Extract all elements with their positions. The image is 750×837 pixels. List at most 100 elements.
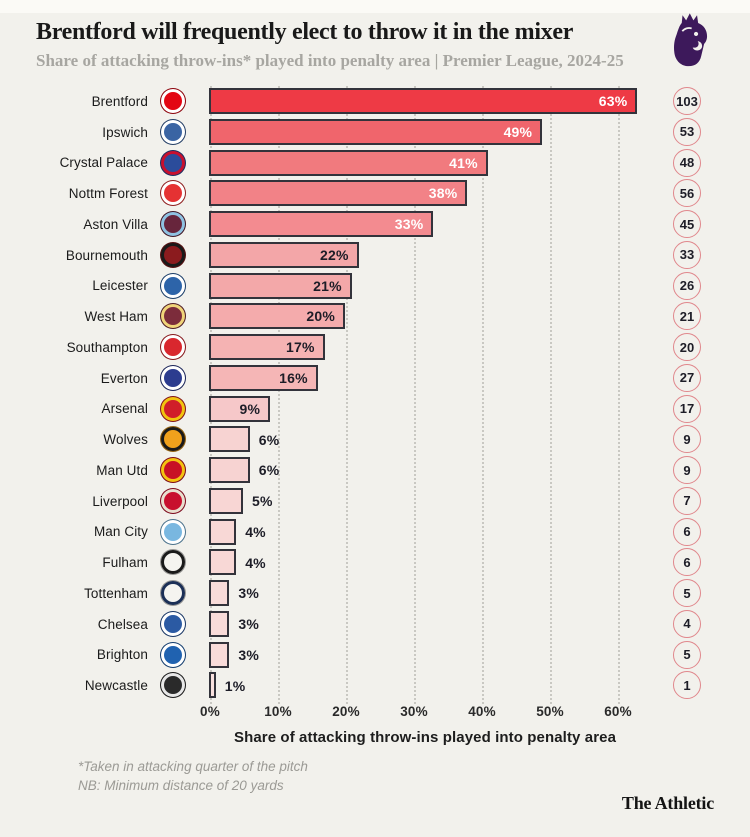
team-label: Wolves — [103, 432, 148, 448]
team-row: Man City 4% 6 — [0, 517, 750, 548]
club-crest-icon-brentford — [160, 88, 186, 114]
throw-in-count-badge: 33 — [673, 240, 701, 269]
bar-value-label: 49% — [503, 123, 533, 140]
bar-value-label: 6% — [258, 431, 280, 448]
team-row: Wolves 6% 9 — [0, 424, 750, 455]
throw-in-count-badge: 7 — [673, 486, 701, 515]
bar-value-label: 4% — [245, 554, 266, 571]
team-label: Man Utd — [96, 462, 148, 478]
bar-value-label: 33% — [394, 216, 424, 232]
gridline — [618, 86, 620, 704]
team-label: Everton — [100, 370, 148, 386]
bar: 33% — [209, 211, 434, 237]
bar-value-label: 63% — [598, 93, 628, 109]
club-crest-icon-southampton — [160, 334, 186, 360]
x-tick-label: 0% — [200, 704, 220, 719]
gridline — [550, 86, 552, 704]
x-tick-label: 40% — [468, 704, 496, 719]
bar — [209, 580, 230, 606]
throw-in-count-badge: 26 — [673, 271, 701, 300]
team-label: Brighton — [96, 647, 148, 663]
team-label: Aston Villa — [83, 216, 148, 232]
team-row: Nottm Forest 38% 56 — [0, 178, 750, 209]
team-row: Southampton 17% 20 — [0, 332, 750, 363]
club-crest-icon-bournemouth — [160, 241, 186, 268]
club-crest-icon-man-city — [160, 518, 186, 545]
footnote-line: NB: Minimum distance of 20 yards — [78, 778, 284, 793]
team-row: Newcastle 1% 1 — [0, 670, 750, 701]
bar: 21% — [209, 272, 352, 299]
club-crest-icon-nottm-forest — [160, 180, 186, 207]
bar-value-label: 17% — [285, 339, 315, 355]
bar — [209, 672, 216, 699]
team-row: Man Utd 6% 9 — [0, 455, 750, 486]
club-crest-icon-west-ham — [160, 303, 186, 330]
club-crest-icon-man-utd — [160, 457, 186, 483]
team-label: Leicester — [92, 278, 148, 294]
club-crest-icon-tottenham — [160, 580, 186, 606]
gridline — [414, 86, 416, 704]
throw-in-count-badge: 4 — [673, 609, 701, 638]
bar-value-label: 22% — [319, 246, 349, 263]
team-row: Liverpool 5% 7 — [0, 486, 750, 517]
team-label: Crystal Palace — [59, 155, 148, 171]
bar-value-label: 21% — [313, 277, 342, 294]
team-row: Leicester 21% 26 — [0, 271, 750, 302]
bar-value-label: 4% — [245, 523, 266, 540]
club-crest-icon-everton — [160, 364, 186, 391]
bar — [209, 610, 230, 637]
x-tick-label: 20% — [332, 704, 360, 719]
team-label: Chelsea — [97, 616, 148, 632]
team-label: West Ham — [84, 309, 148, 325]
throw-in-count-badge: 103 — [673, 87, 701, 115]
x-tick-label: 50% — [536, 704, 564, 719]
bar: 38% — [209, 180, 468, 207]
bar — [209, 487, 243, 514]
club-crest-icon-aston-villa — [160, 211, 186, 237]
footnote-line: *Taken in attacking quarter of the pitch — [78, 759, 308, 774]
team-row: Fulham 4% 6 — [0, 547, 750, 578]
team-label: Bournemouth — [65, 247, 148, 263]
bar-value-label: 16% — [279, 369, 308, 386]
club-crest-icon-arsenal — [160, 395, 186, 422]
throw-in-count-badge: 6 — [673, 517, 701, 546]
club-crest-icon-wolves — [160, 426, 186, 453]
bar: 63% — [209, 88, 638, 114]
team-row: Ipswich 49% 53 — [0, 117, 750, 148]
bar-value-label: 3% — [238, 616, 260, 633]
bar — [209, 641, 230, 668]
throw-in-count-badge: 48 — [673, 148, 701, 177]
team-label: Ipswich — [102, 124, 148, 140]
gridline — [210, 86, 212, 704]
bar-value-label: 41% — [449, 154, 478, 171]
gridline — [482, 86, 484, 704]
team-row: Aston Villa 33% 45 — [0, 209, 750, 240]
throw-in-count-badge: 21 — [673, 302, 701, 331]
bar: 17% — [209, 334, 325, 360]
premier-league-lion-logo — [668, 11, 712, 69]
throw-in-count-badge: 45 — [673, 210, 701, 238]
team-row: Everton 16% 27 — [0, 363, 750, 394]
gridline — [346, 86, 348, 704]
bar-value-label: 1% — [224, 677, 246, 694]
chart-title: Brentford will frequently elect to throw… — [36, 19, 574, 45]
team-label: Man City — [93, 524, 148, 540]
bar: 16% — [209, 364, 318, 391]
throw-in-count-badge: 1 — [673, 671, 701, 700]
bar — [209, 549, 237, 576]
bar-value-label: 5% — [252, 493, 273, 510]
footnotes: *Taken in attacking quarter of the pitch… — [78, 757, 308, 795]
bar-value-label: 38% — [428, 185, 458, 202]
throw-in-count-badge: 56 — [673, 179, 701, 208]
club-crest-icon-newcastle — [160, 672, 186, 699]
throw-in-count-badge: 27 — [673, 363, 701, 392]
club-crest-icon-fulham — [160, 549, 186, 576]
publisher-wordmark: The Athletic — [621, 793, 714, 813]
team-row: Brighton 3% 5 — [0, 640, 750, 671]
x-tick-label: 60% — [604, 704, 632, 719]
team-row: Crystal Palace 41% 48 — [0, 148, 750, 179]
club-crest-icon-liverpool — [160, 487, 186, 514]
club-crest-icon-leicester — [160, 272, 186, 299]
bar-value-label: 9% — [239, 400, 261, 417]
